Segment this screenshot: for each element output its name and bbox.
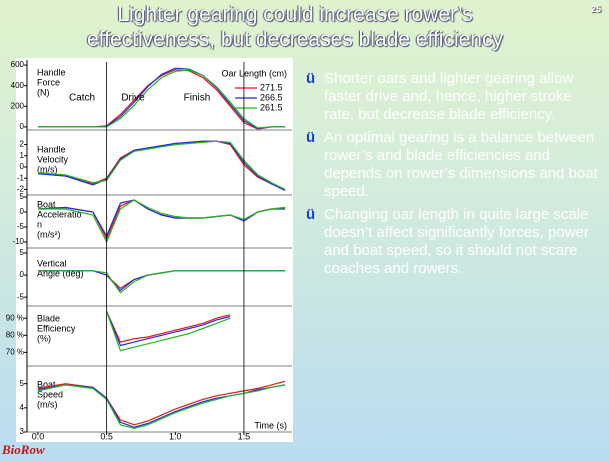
panel-label: Boat [37, 199, 56, 209]
bullet-text: Shorter oars and lighter gearing allow f… [324, 70, 574, 123]
y-tick-label: 0 [20, 162, 25, 171]
title-line: Lighter gearing could increase rower’s [117, 3, 473, 26]
bullet: ü Shorter oars and lighter gearing allow … [306, 70, 602, 124]
x-tick-label: 0.0 [32, 431, 45, 441]
bullet: ü An optimal gearing is a balance between… [306, 129, 602, 201]
legend-label: 271.5 [260, 82, 283, 92]
panel-label: Efficiency [37, 323, 76, 333]
legend-title: Oar Length (cm) [221, 68, 287, 78]
annotation: Drive [121, 93, 145, 104]
panel-label: (%) [37, 333, 51, 343]
slide-title: Lighter gearing could increase rower’s e… [0, 2, 590, 52]
y-tick-label: 0 [20, 270, 25, 279]
y-tick-label: 600 [11, 60, 25, 69]
y-tick-label: 4 [20, 403, 25, 412]
series-line [106, 311, 231, 347]
panel-label: Speed [37, 389, 63, 399]
y-tick-label: 3 [20, 427, 25, 436]
title-line: effectiveness, but decreases blade effic… [87, 28, 503, 51]
x-tick-label: 0.5 [100, 431, 113, 441]
y-tick-label: -5 [17, 222, 25, 231]
x-axis-label: Time (s) [254, 420, 287, 430]
bullet-marker: ü [306, 70, 316, 87]
legend-label: 266.5 [260, 92, 283, 102]
panel-label: (N) [37, 87, 50, 97]
panel-label: (m/s) [37, 399, 58, 409]
series-line [106, 311, 231, 352]
bullet-text: An optimal gearing is a balance between … [324, 129, 598, 200]
panel-label: Force [37, 77, 60, 87]
panel-label: (m/s) [37, 164, 58, 174]
x-tick-label: 1.0 [169, 431, 182, 441]
annotation: Finish [184, 93, 211, 104]
y-tick-label: -10 [12, 237, 24, 246]
panel-label: Acceleratio [37, 209, 82, 219]
bullet-list: ü Shorter oars and lighter gearing allow … [306, 70, 602, 283]
logo: BioRow [2, 442, 45, 457]
y-tick-label: 200 [11, 101, 25, 110]
bullet: ü Changing oar length in quite large scal… [306, 206, 602, 278]
panel-label: Handle [37, 67, 66, 77]
y-tick-label: 2 [20, 140, 25, 149]
panel-label: Velocity [37, 154, 69, 164]
series-line [38, 270, 286, 294]
series-line [106, 311, 231, 343]
page-number: 25 [590, 4, 601, 14]
y-tick-label: 1 [20, 151, 25, 160]
panel-label: Vertical [37, 258, 67, 268]
bullet-marker: ü [306, 206, 316, 223]
y-tick-label: 0 [20, 122, 25, 131]
y-tick-label: 5 [20, 248, 25, 257]
series-line [38, 199, 286, 244]
panel-label: Blade [37, 313, 60, 323]
panel-label: Angle (deg) [37, 268, 84, 278]
y-tick-label: 5 [20, 379, 25, 388]
panel-label: Handle [37, 144, 66, 154]
y-tick-label: -1 [17, 173, 25, 182]
bullet-text: Changing oar length in quite large scale… [324, 206, 589, 277]
series-line [37, 384, 286, 430]
x-tick-label: 1.5 [238, 431, 251, 441]
y-tick-label: 80 % [6, 330, 24, 339]
series-line [37, 199, 286, 238]
y-tick-label: -5 [17, 292, 25, 301]
panel-label: (m/s²) [37, 229, 61, 239]
bullet-marker: ü [306, 129, 316, 146]
y-tick-label: 0 [20, 207, 25, 216]
y-tick-label: 5 [20, 192, 25, 201]
annotation: Catch [69, 93, 95, 104]
series-line [37, 140, 286, 190]
y-tick-label: 90 % [6, 313, 24, 322]
legend-label: 261.5 [260, 102, 283, 112]
series-line [38, 69, 286, 129]
y-tick-label: 70 % [6, 347, 24, 356]
panel-label: n [37, 219, 42, 229]
chart-background [16, 58, 293, 442]
y-tick-label: 400 [11, 81, 25, 90]
panel-label: Boat [37, 379, 56, 389]
y-tick-label: -2 [17, 185, 25, 194]
